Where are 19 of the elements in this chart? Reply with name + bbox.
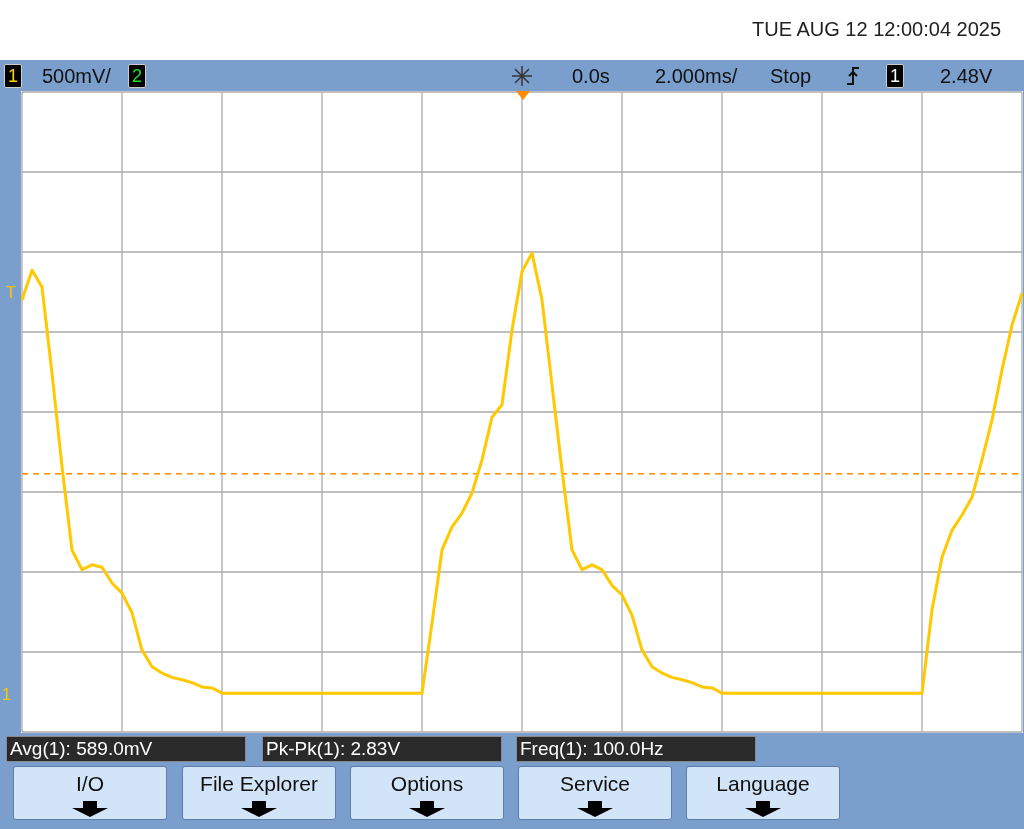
text: 2.000ms/: [655, 64, 738, 88]
text: Service: [559, 771, 631, 797]
text: TUE AUG 12 12:00:04 2025: [752, 18, 1002, 41]
text: 2: [128, 64, 147, 88]
text: 1: [886, 64, 905, 88]
text: Pk-Pk(1): 2.83V: [262, 736, 502, 762]
text: 500mV/: [42, 64, 111, 88]
text: Options: [389, 771, 465, 797]
text: I/O: [75, 771, 105, 797]
text: 1: [4, 64, 23, 88]
text: Language: [715, 771, 811, 797]
text: Avg(1): 589.0mV: [6, 736, 246, 762]
text: 0.0s: [572, 64, 610, 88]
text: 2.48V: [940, 64, 993, 88]
text: File Explorer: [199, 771, 319, 797]
text: Freq(1): 100.0Hz: [516, 736, 756, 762]
text: Stop: [770, 64, 812, 88]
text: T: [6, 284, 16, 302]
text: 1: [2, 686, 11, 704]
